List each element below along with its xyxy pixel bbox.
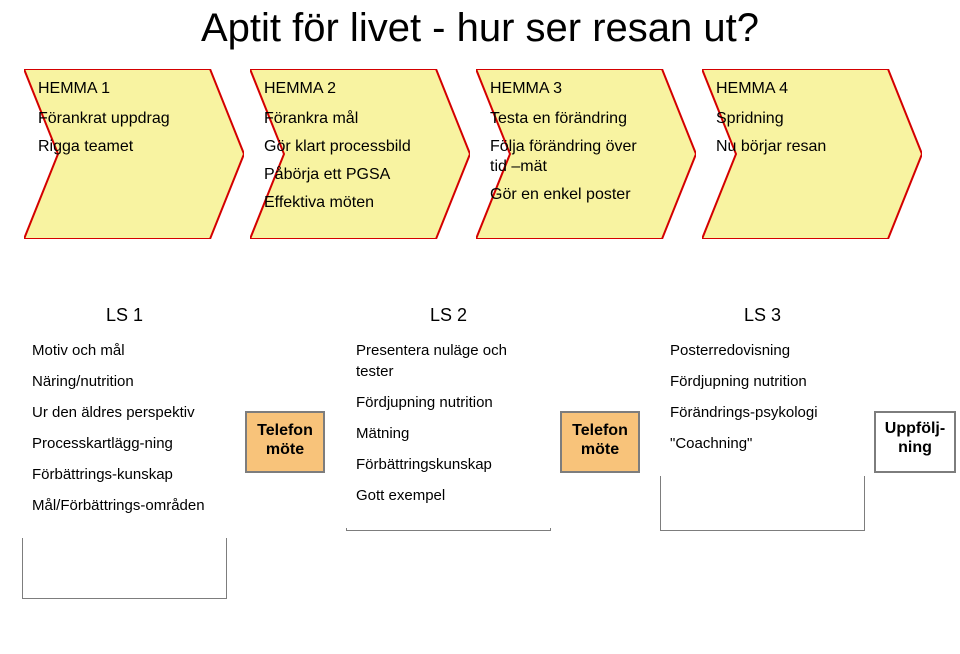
hemma-3-line: Följa förändring över tid –mät (490, 137, 640, 177)
ls-3-line: Förändrings-psykologi (670, 402, 855, 423)
hemma-4-line: Spridning (716, 109, 866, 129)
hemma-1-heading: HEMMA 1 (38, 79, 188, 99)
upp-label: Uppfölj- (885, 420, 945, 437)
ls-1-line: Förbättrings-kunskap (32, 464, 217, 485)
tel-label: Telefon (257, 422, 313, 439)
hemma-2-line: Gör klart processbild (264, 137, 414, 157)
bottom-row: LS 1 Motiv och mål Näring/nutrition Ur d… (0, 299, 960, 629)
hemma-2-line: Effektiva möten (264, 193, 414, 213)
ls-3-header: LS 3 (660, 299, 865, 330)
uppfoljning-box: Uppfölj- ning (874, 411, 956, 473)
ls-1-line: Processkartlägg-ning (32, 433, 217, 454)
ls-3-line: Posterredovisning (670, 340, 855, 361)
upp-label: ning (898, 439, 932, 456)
tel-label: Telefon (572, 422, 628, 439)
tel-label: möte (581, 441, 619, 458)
ls-3-tab: LS 3 Posterredovisning Fördjupning nutri… (660, 299, 865, 531)
telefon-mote-1: Telefon möte (245, 411, 325, 473)
hemma-3-arrow: HEMMA 3 Testa en förändring Följa föränd… (476, 69, 696, 239)
ls-3-line: Fördjupning nutrition (670, 371, 855, 392)
ls-1-header: LS 1 (22, 299, 227, 330)
page-title: Aptit för livet - hur ser resan ut? (0, 6, 960, 51)
hemma-4-heading: HEMMA 4 (716, 79, 866, 99)
arrow-row: HEMMA 1 Förankrat uppdrag Rigga teamet H… (24, 69, 960, 269)
hemma-3-line: Gör en enkel poster (490, 185, 640, 205)
hemma-3-heading: HEMMA 3 (490, 79, 640, 99)
hemma-2-line: Förankra mål (264, 109, 414, 129)
ls-2-tab: LS 2 Presentera nuläge och tester Fördju… (346, 299, 551, 531)
ls-2-line: Presentera nuläge och tester (356, 340, 541, 382)
ls-2-header: LS 2 (346, 299, 551, 330)
hemma-4-arrow: HEMMA 4 Spridning Nu börjar resan (702, 69, 922, 239)
hemma-1-line: Förankrat uppdrag (38, 109, 188, 129)
tel-label: möte (266, 441, 304, 458)
ls-2-line: Förbättringskunskap (356, 454, 541, 475)
ls-3-line: "Coachning" (670, 433, 855, 454)
hemma-2-line: Påbörja ett PGSA (264, 165, 414, 185)
ls-2-line: Mätning (356, 423, 541, 444)
ls-1-line: Mål/Förbättrings-områden (32, 495, 217, 516)
ls-2-line: Fördjupning nutrition (356, 392, 541, 413)
telefon-mote-2: Telefon möte (560, 411, 640, 473)
hemma-1-line: Rigga teamet (38, 137, 188, 157)
hemma-3-line: Testa en förändring (490, 109, 640, 129)
hemma-4-line: Nu börjar resan (716, 137, 866, 157)
ls-1-tab: LS 1 Motiv och mål Näring/nutrition Ur d… (22, 299, 227, 599)
hemma-2-heading: HEMMA 2 (264, 79, 414, 99)
hemma-1-arrow: HEMMA 1 Förankrat uppdrag Rigga teamet (24, 69, 244, 239)
ls-1-line: Näring/nutrition (32, 371, 217, 392)
hemma-2-arrow: HEMMA 2 Förankra mål Gör klart processbi… (250, 69, 470, 239)
ls-1-line: Ur den äldres perspektiv (32, 402, 217, 423)
ls-2-line: Gott exempel (356, 485, 541, 506)
ls-1-line: Motiv och mål (32, 340, 217, 361)
